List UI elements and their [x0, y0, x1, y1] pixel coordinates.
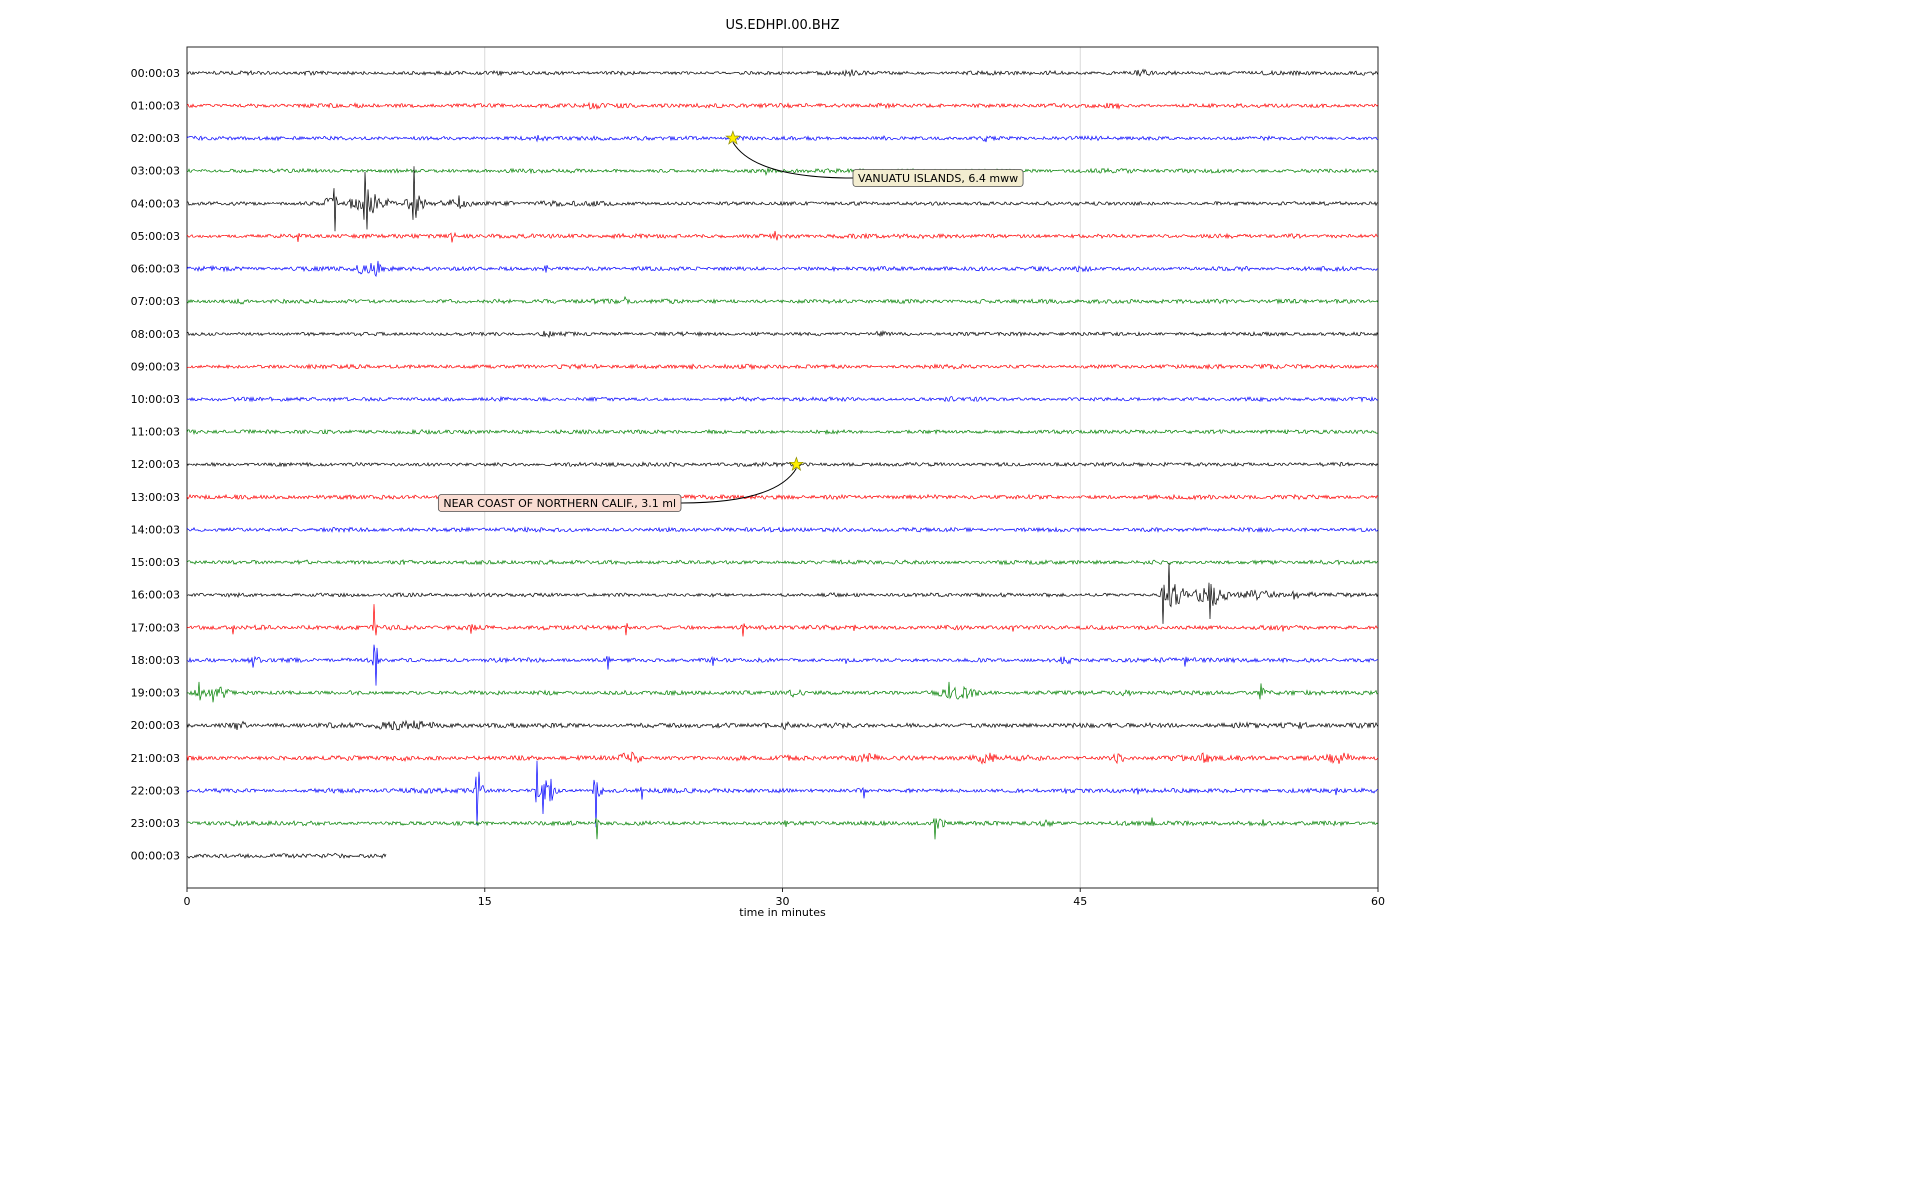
trace-time-label: 23:00:03: [131, 817, 180, 830]
trace-row-19: [186, 681, 1379, 703]
trace-row-9: [186, 363, 1379, 371]
trace-time-label: 12:00:03: [131, 458, 180, 471]
trace-row-11: [186, 428, 1379, 435]
trace-row-6: [186, 260, 1379, 278]
trace-time-label: 00:00:03: [131, 850, 180, 863]
trace-time-label: 15:00:03: [131, 556, 180, 569]
x-tick-label: 15: [478, 895, 492, 908]
trace-time-label: 07:00:03: [131, 295, 180, 308]
trace-row-23: [186, 817, 1379, 840]
trace-time-label: 11:00:03: [131, 426, 180, 439]
trace-row-7: [186, 295, 1379, 305]
trace-row-12: [186, 461, 1379, 468]
trace-row-17: [186, 604, 1379, 637]
trace-row-24: [186, 852, 387, 859]
trace-row-4: [186, 166, 1379, 232]
x-tick-label: 30: [776, 895, 790, 908]
trace-row-5: [186, 230, 1379, 243]
x-tick-label: 60: [1371, 895, 1385, 908]
trace-row-16: [186, 562, 1379, 624]
trace-row-13: [186, 493, 1379, 501]
trace-time-label: 19:00:03: [131, 687, 180, 700]
trace-time-label: 01:00:03: [131, 99, 180, 112]
trace-time-label: 17:00:03: [131, 621, 180, 634]
trace-row-1: [186, 101, 1379, 111]
trace-time-label: 06:00:03: [131, 263, 180, 276]
trace-time-label: 04:00:03: [131, 197, 180, 210]
event-star-icon: [788, 456, 805, 471]
trace-time-label: 22:00:03: [131, 784, 180, 797]
trace-time-label: 10:00:03: [131, 393, 180, 406]
trace-row-22: [186, 760, 1379, 828]
event-annotation-label: VANUATU ISLANDS, 6.4 mww: [858, 172, 1018, 185]
trace-row-14: [186, 526, 1379, 533]
trace-time-label: 08:00:03: [131, 328, 180, 341]
trace-time-label: 02:00:03: [131, 132, 180, 145]
trace-time-label: 18:00:03: [131, 654, 180, 667]
trace-time-label: 00:00:03: [131, 67, 180, 80]
trace-row-18: [186, 644, 1379, 686]
trace-time-label: 03:00:03: [131, 165, 180, 178]
x-tick-label: 0: [184, 895, 191, 908]
trace-time-label: 20:00:03: [131, 719, 180, 732]
trace-time-label: 05:00:03: [131, 230, 180, 243]
trace-time-label: 13:00:03: [131, 491, 180, 504]
trace-row-8: [186, 329, 1379, 339]
trace-row-21: [186, 751, 1379, 765]
chart-title: US.EDHPI.00.BHZ: [726, 18, 840, 33]
trace-time-label: 16:00:03: [131, 589, 180, 602]
x-axis-label: time in minutes: [739, 906, 826, 919]
event-annotation-label: NEAR COAST OF NORTHERN CALIF., 3.1 ml: [443, 497, 676, 510]
event-annotation-box: [437, 494, 682, 512]
event-callout-line: [680, 468, 797, 504]
trace-row-0: [186, 68, 1379, 78]
event-annotation-box: [852, 169, 1024, 187]
trace-row-20: [186, 719, 1379, 731]
event-star-icon: [725, 130, 741, 145]
trace-row-2: [186, 135, 1379, 143]
x-tick-label: 45: [1073, 895, 1087, 908]
event-callout-line: [732, 141, 854, 179]
trace-time-label: 14:00:03: [131, 523, 180, 536]
trace-row-15: [186, 559, 1379, 566]
trace-time-label: 21:00:03: [131, 752, 180, 765]
trace-row-10: [186, 395, 1379, 403]
trace-time-label: 09:00:03: [131, 360, 180, 373]
